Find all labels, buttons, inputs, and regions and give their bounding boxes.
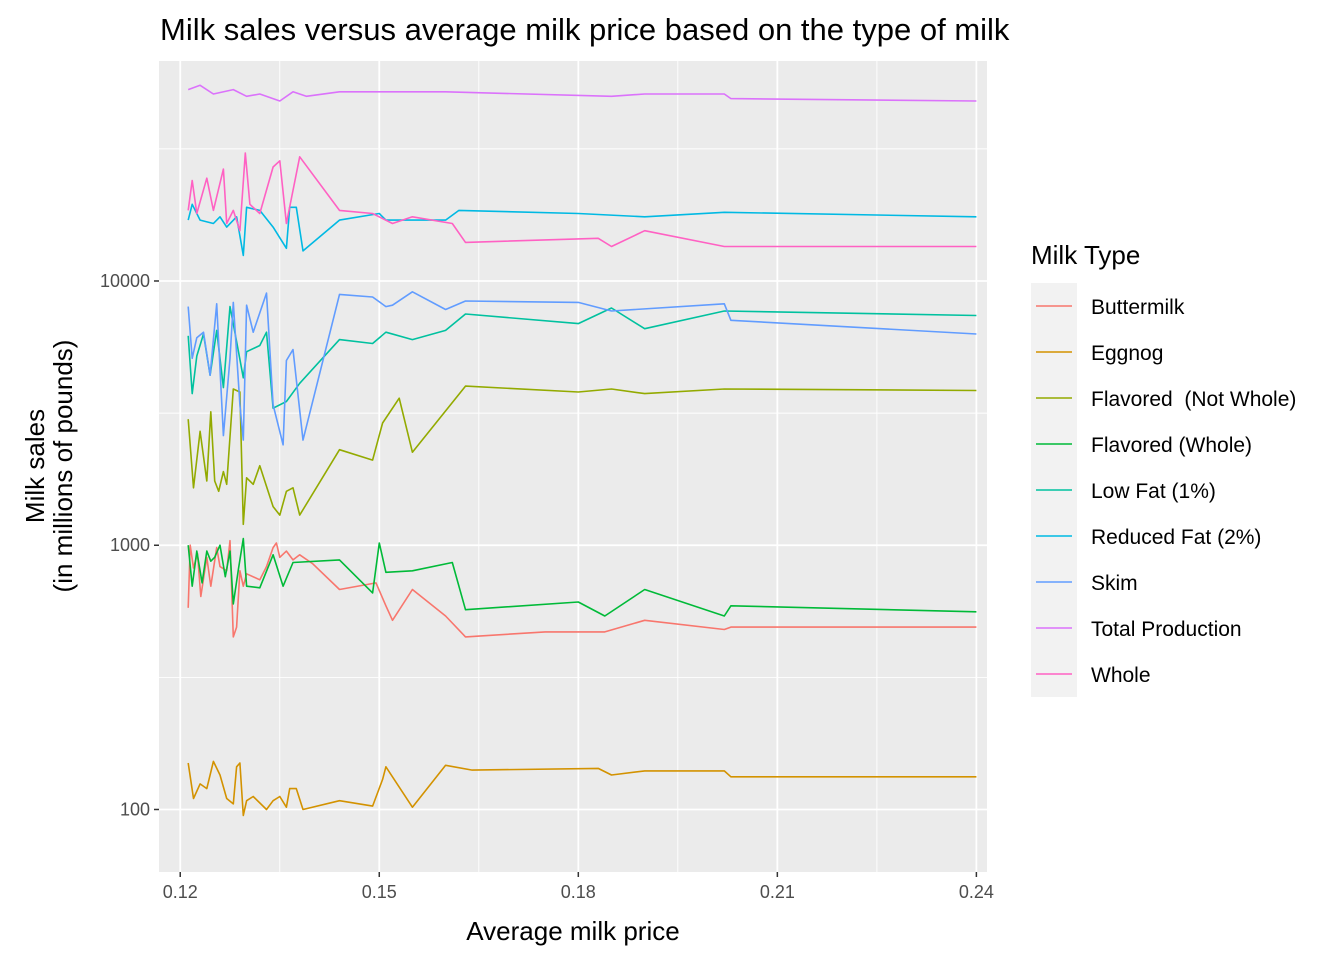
x-tick-label: 0.24 (959, 882, 994, 902)
panel-background (159, 61, 987, 872)
x-tick-label: 0.21 (760, 882, 795, 902)
series-line-buttermilk (187, 539, 977, 638)
y-tick-label: 1000 (110, 535, 150, 555)
legend-label-reduced-fat-2: Reduced Fat (2%) (1091, 526, 1261, 549)
y-tick-label: 100 (120, 799, 150, 819)
x-axis-title: Average milk price (466, 916, 679, 946)
y-axis-title-line-1: Milk sales (20, 409, 50, 523)
legend-items: Buttermilk Eggnog Flavored (Not Whole) Flav… (1031, 283, 1296, 697)
legend: Milk Type Buttermilk Eggnog Flavored (Not … (1031, 240, 1296, 697)
y-axis-title-line-2: (in millions of pounds) (48, 340, 78, 593)
legend-label-flavored-not-whole: Flavored (Not Whole) (1091, 388, 1296, 411)
major-gridlines (159, 61, 987, 872)
series-line-total-production (187, 84, 977, 102)
y-tick-label: 10000 (100, 271, 150, 291)
series-line-skim (187, 291, 977, 446)
legend-label-whole: Whole (1091, 664, 1151, 687)
legend-label-eggnog: Eggnog (1091, 342, 1163, 365)
series-line-whole (187, 152, 977, 248)
x-tick-label: 0.15 (362, 882, 397, 902)
legend-label-low-fat-1: Low Fat (1%) (1091, 480, 1216, 503)
series-lines (187, 84, 977, 817)
series-line-flavored-not-whole (187, 385, 977, 526)
chart-title: Milk sales versus average milk price bas… (160, 12, 1010, 47)
y-axis-title: Milk sales (in millions of pounds) (20, 340, 78, 593)
series-line-reduced-fat-2 (187, 203, 977, 257)
legend-label-buttermilk: Buttermilk (1091, 296, 1185, 319)
series-line-low-fat-1 (187, 305, 977, 409)
legend-label-flavored-whole: Flavored (Whole) (1091, 434, 1252, 457)
x-tick-label: 0.18 (561, 882, 596, 902)
x-axis: 0.12 0.15 0.18 0.21 0.24 (163, 872, 994, 902)
x-tick-label: 0.12 (163, 882, 198, 902)
plot-panel (159, 61, 987, 872)
legend-label-total-production: Total Production (1091, 618, 1242, 641)
legend-label-skim: Skim (1091, 572, 1138, 595)
series-line-eggnog (187, 760, 977, 817)
minor-gridlines (159, 61, 987, 872)
series-line-flavored-whole (187, 537, 977, 617)
legend-title: Milk Type (1031, 240, 1140, 270)
y-axis: 100 1000 10000 (100, 271, 159, 819)
